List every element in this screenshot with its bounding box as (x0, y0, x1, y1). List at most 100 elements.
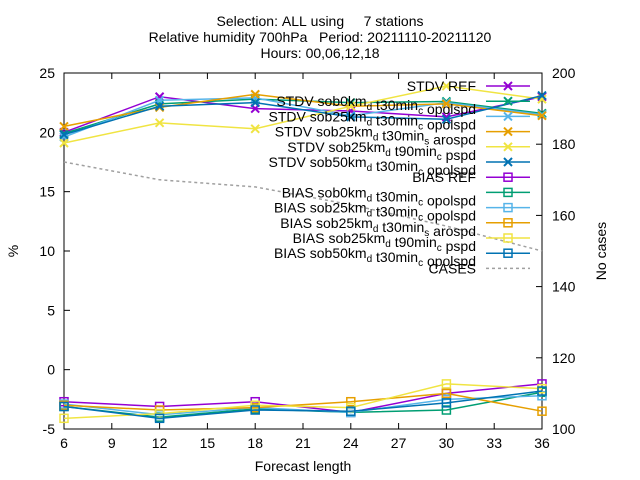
y-tick-label: 0 (47, 362, 55, 378)
data-point-b (346, 112, 356, 122)
data-point (441, 405, 452, 415)
legend-item-11: BIAS sob25kmd t90minc pspd (293, 230, 530, 254)
data-point (154, 92, 165, 102)
series-line (63, 383, 543, 420)
y2-tick-label: 140 (552, 279, 576, 295)
data-point-b (250, 124, 260, 134)
x-tick-label: 6 (60, 435, 68, 451)
legend-marker (503, 248, 513, 258)
data-point-b (346, 101, 356, 111)
data-point (537, 406, 547, 416)
data-point (59, 413, 69, 424)
data-point-b (441, 99, 452, 109)
legend-label: BIAS sob25kmd t90minc pspd (293, 230, 476, 254)
series-line (63, 161, 543, 252)
x-tick-label: 33 (486, 435, 502, 451)
chart-title: Selection: ALL using 7 stationsRelative … (149, 13, 492, 61)
series-5 (59, 81, 547, 148)
series-line (63, 85, 543, 144)
legend-label: STDV sob25kmd t90minc pspd (287, 139, 476, 163)
legend-label: BIAS sob0kmd t30minc opolspd (282, 184, 476, 208)
data-point (59, 121, 69, 132)
data-point (250, 89, 260, 100)
series-line (63, 97, 543, 138)
legend-marker (503, 81, 513, 91)
data-point (441, 398, 452, 408)
data-point-b (154, 92, 165, 102)
data-point-b (59, 138, 69, 148)
y-tick-label: 20 (39, 124, 55, 140)
title-line-1: Selection: ALL using 7 stations (216, 13, 423, 29)
y-tick-label: 10 (39, 243, 55, 259)
legend-item-1: STDV REF (407, 78, 530, 94)
data-point (59, 138, 69, 148)
legend-item-6: STDV sob50kmd t30minc opolspd (269, 154, 530, 178)
legend-item-8: BIAS sob0kmd t30minc opolspd (282, 184, 530, 208)
legend-item-2: STDV sob0kmd t30minc opolspd (276, 93, 530, 117)
y-tick-label: 25 (39, 65, 55, 81)
data-point (537, 111, 547, 121)
legend-label: STDV sob0kmd t30minc opolspd (276, 93, 476, 117)
legend-marker (503, 187, 513, 198)
data-point (441, 379, 452, 389)
x-tick-label: 21 (295, 435, 311, 451)
legend-label: STDV sob25kmd t30minc opolspd (269, 108, 476, 132)
y-axis-label: % (5, 245, 21, 257)
legend-marker (503, 96, 513, 106)
x-tick-label: 27 (391, 435, 407, 451)
series-11 (59, 379, 547, 424)
legend-item-13: CASES (429, 260, 530, 276)
series-13 (63, 161, 543, 252)
legend-marker (503, 142, 513, 152)
legend-marker-b (503, 157, 513, 167)
data-point (537, 386, 547, 396)
legend-item-5: STDV sob25kmd t90minc pspd (287, 139, 530, 163)
data-point-b (59, 129, 69, 140)
data-point-b (537, 111, 547, 121)
data-point (441, 99, 452, 109)
data-point (59, 401, 69, 412)
y2-axis-label: No cases (593, 222, 609, 280)
series-6 (59, 90, 547, 140)
title-line-3: Hours: 00,06,12,18 (260, 45, 379, 61)
legend-marker (503, 233, 513, 243)
legend-marker (503, 202, 513, 213)
data-point (346, 406, 356, 416)
data-point (154, 101, 165, 111)
legend-marker (503, 172, 513, 182)
data-point-b (537, 94, 547, 104)
data-point-b (154, 118, 165, 128)
data-point (441, 114, 452, 124)
data-point (346, 101, 356, 111)
y2-tick-label: 120 (552, 350, 576, 366)
legend-label: CASES (429, 260, 476, 276)
x-tick-label: 18 (247, 435, 263, 451)
legend-item-3: STDV sob25kmd t30minc opolspd (269, 108, 530, 132)
legend-label: STDV REF (407, 78, 476, 94)
data-point (537, 90, 547, 101)
data-point (250, 405, 260, 415)
x-tick-label: 9 (108, 435, 116, 451)
legend-label: BIAS REF (412, 169, 476, 185)
series-line (63, 392, 543, 412)
y2-tick-label: 200 (552, 65, 576, 81)
data-point (346, 396, 356, 407)
legend-marker (503, 111, 513, 122)
legend-item-12: BIAS sob50kmd t30minc opolspd (274, 245, 530, 269)
legend-label: BIAS sob50kmd t30minc opolspd (274, 245, 476, 269)
series-line (63, 94, 543, 136)
legend-item-7: BIAS REF (412, 169, 530, 185)
data-point (441, 81, 452, 91)
legend-marker-b (503, 96, 513, 106)
title-line-2: Relative humidity 700hPa Period: 2021111… (149, 29, 492, 45)
x-tick-label: 12 (152, 435, 168, 451)
y-tick-label: -5 (43, 421, 56, 437)
data-point (441, 388, 452, 399)
legend-label: STDV sob25kmd t30mins arospd (275, 124, 476, 148)
series-line (63, 390, 543, 420)
x-tick-label: 15 (200, 435, 216, 451)
legend-marker (503, 157, 513, 167)
y-tick-label: 15 (39, 184, 55, 200)
x-tick-label: 30 (439, 435, 455, 451)
y2-tick-label: 160 (552, 207, 576, 223)
